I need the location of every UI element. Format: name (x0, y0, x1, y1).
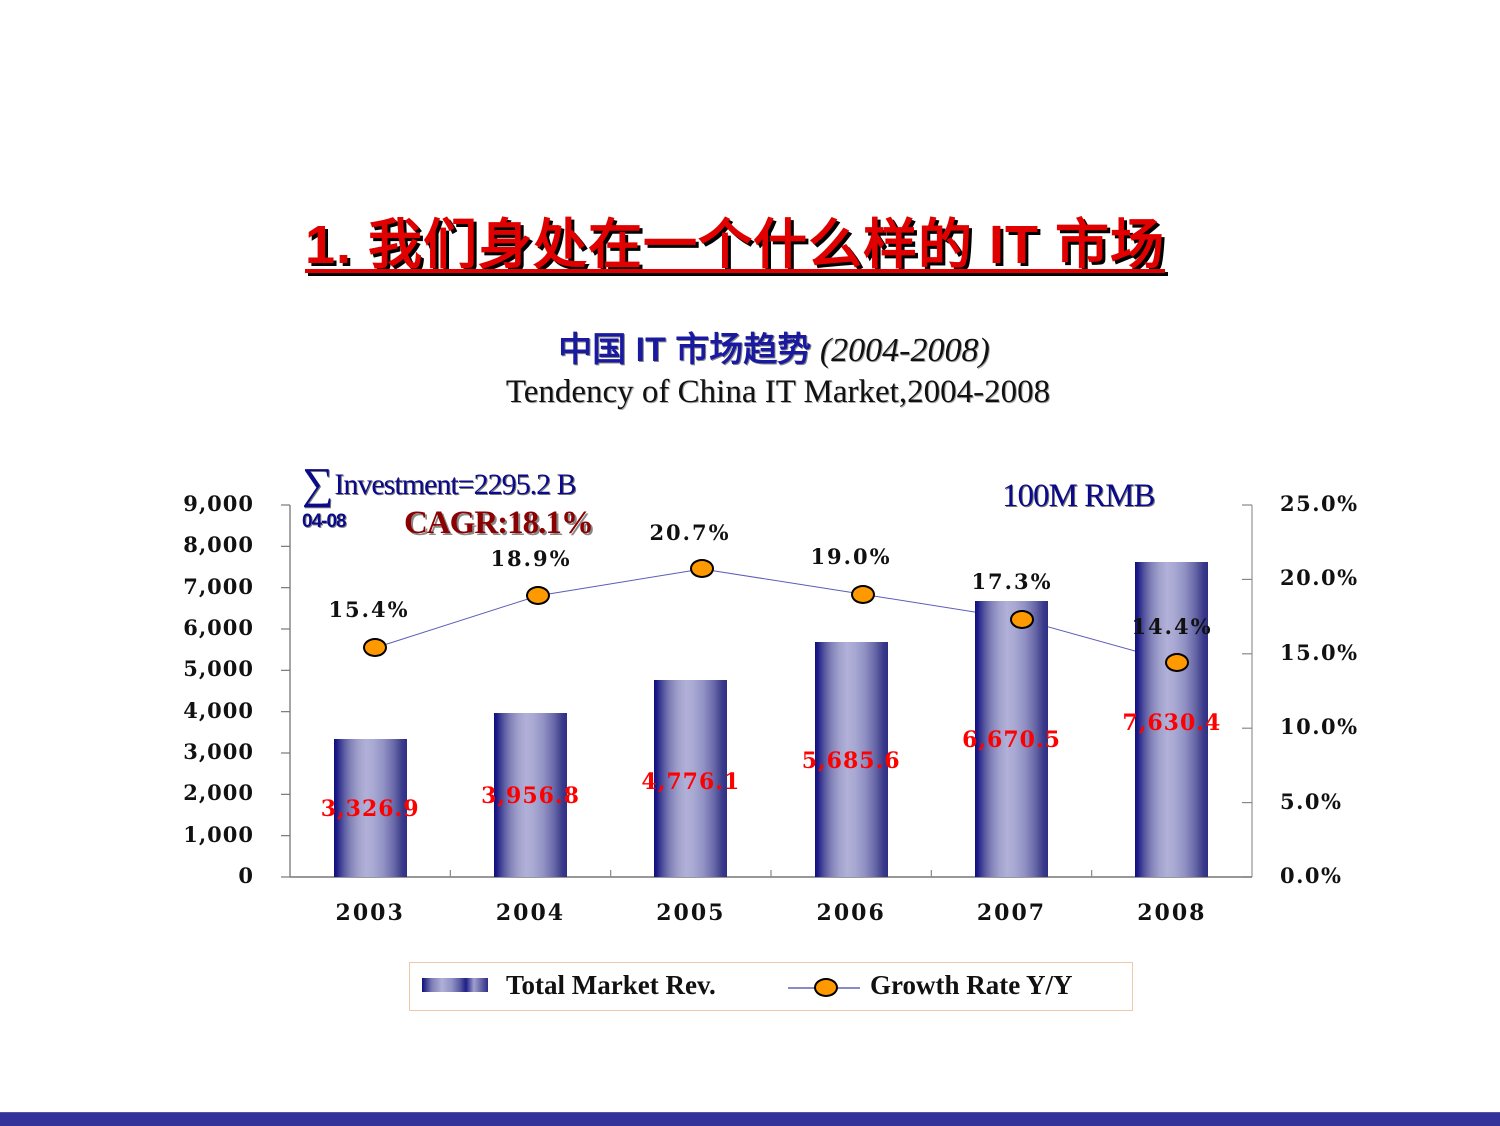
bar-total-market-rev (333, 739, 407, 877)
y-axis-right-tick-label: 0.0% (1280, 863, 1343, 888)
cagr-annotation: CAGR:18.1% (404, 505, 594, 541)
y-axis-right-tick-label: 25.0% (1280, 491, 1359, 516)
bar-value-label: 3,956.8 (481, 783, 580, 810)
growth-rate-label: 20.7% (649, 520, 731, 545)
y-axis-left-tick-label: 4,000 (183, 697, 254, 723)
slide-title: 1. 我们身处在一个什么样的 IT 市场 (304, 215, 1166, 275)
growth-rate-marker-icon (363, 638, 387, 658)
y-axis-left-tick-label: 9,000 (183, 491, 254, 516)
y-axis-left-tick-label: 2,000 (183, 780, 254, 806)
growth-rate-label: 19.0% (810, 544, 892, 569)
x-axis-tick-label: 2007 (976, 900, 1047, 926)
growth-rate-marker-icon (851, 584, 875, 604)
growth-rate-label: 14.4% (1131, 614, 1213, 639)
bar-total-market-rev (494, 713, 567, 877)
x-axis-tick-label: 2004 (495, 900, 566, 926)
bar-value-label: 4,776.1 (641, 768, 741, 795)
y-axis-left-tick-label: 6,000 (183, 615, 254, 640)
growth-rate-label: 18.9% (490, 546, 572, 571)
investment-text: Investment=2295.2 B (334, 468, 576, 501)
y-axis-left-tick-label: 0 (238, 863, 254, 888)
bar-total-market-rev (1135, 561, 1209, 877)
y-axis-right-tick-label: 20.0% (1280, 565, 1359, 591)
chart-subtitle-en: Tendency of China IT Market,2004-2008 (505, 374, 1051, 410)
y-axis-right-tick-label: 10.0% (1280, 714, 1359, 740)
circle-marker-icon (814, 978, 838, 997)
growth-rate-marker-icon (1165, 653, 1189, 673)
subtitle-years: (2004-2008) (819, 332, 990, 369)
y-axis-left-tick-label: 3,000 (183, 739, 254, 764)
investment-annotation: ∑Investment=2295.2 B (302, 458, 577, 509)
bar-total-market-rev (975, 601, 1048, 877)
y-axis-right-tick-label: 15.0% (1280, 639, 1359, 665)
bar-value-label: 5,685.6 (801, 747, 901, 774)
growth-rate-marker-icon (690, 559, 714, 579)
y-axis-left-tick-label: 1,000 (183, 821, 254, 847)
bar-value-label: 3,326.9 (320, 796, 420, 823)
bar-swatch-icon (422, 978, 488, 992)
bar-total-market-rev (654, 679, 728, 877)
sigma-icon: ∑ (302, 459, 333, 508)
legend-bar-label: Total Market Rev. (506, 970, 716, 1000)
chart-subtitle-cn: 中国 IT 市场趋势 (2004-2008) (0, 322, 1500, 371)
growth-rate-label: 17.3% (971, 569, 1053, 594)
subtitle-cn-text: 中国 IT 市场趋势 (558, 331, 812, 369)
y-axis-left-tick-label: 8,000 (183, 532, 254, 558)
y-axis-right-tick-label: 5.0% (1280, 788, 1343, 814)
x-axis-tick-label: 2003 (335, 900, 405, 926)
bar-total-market-rev (814, 641, 888, 877)
y-axis-left-tick-label: 7,000 (183, 573, 254, 599)
footer-bar (0, 1112, 1500, 1126)
investment-range: 04-08 (302, 511, 347, 532)
x-axis-tick-label: 2008 (1137, 900, 1207, 926)
growth-rate-label: 15.4% (328, 597, 410, 622)
unit-label: 100M RMB (1002, 478, 1155, 514)
bar-value-label: 6,670.5 (962, 727, 1061, 754)
x-axis-tick-label: 2006 (816, 900, 886, 926)
legend-line-label: Growth Rate Y/Y (870, 970, 1073, 1000)
bar-value-label: 7,630.4 (1122, 709, 1222, 736)
growth-rate-marker-icon (526, 586, 550, 606)
chart-legend: Total Market Rev. Growth Rate Y/Y (409, 962, 1133, 1011)
growth-rate-marker-icon (1010, 610, 1034, 630)
x-axis-tick-label: 2005 (656, 900, 726, 926)
y-axis-left-tick-label: 5,000 (183, 656, 254, 682)
